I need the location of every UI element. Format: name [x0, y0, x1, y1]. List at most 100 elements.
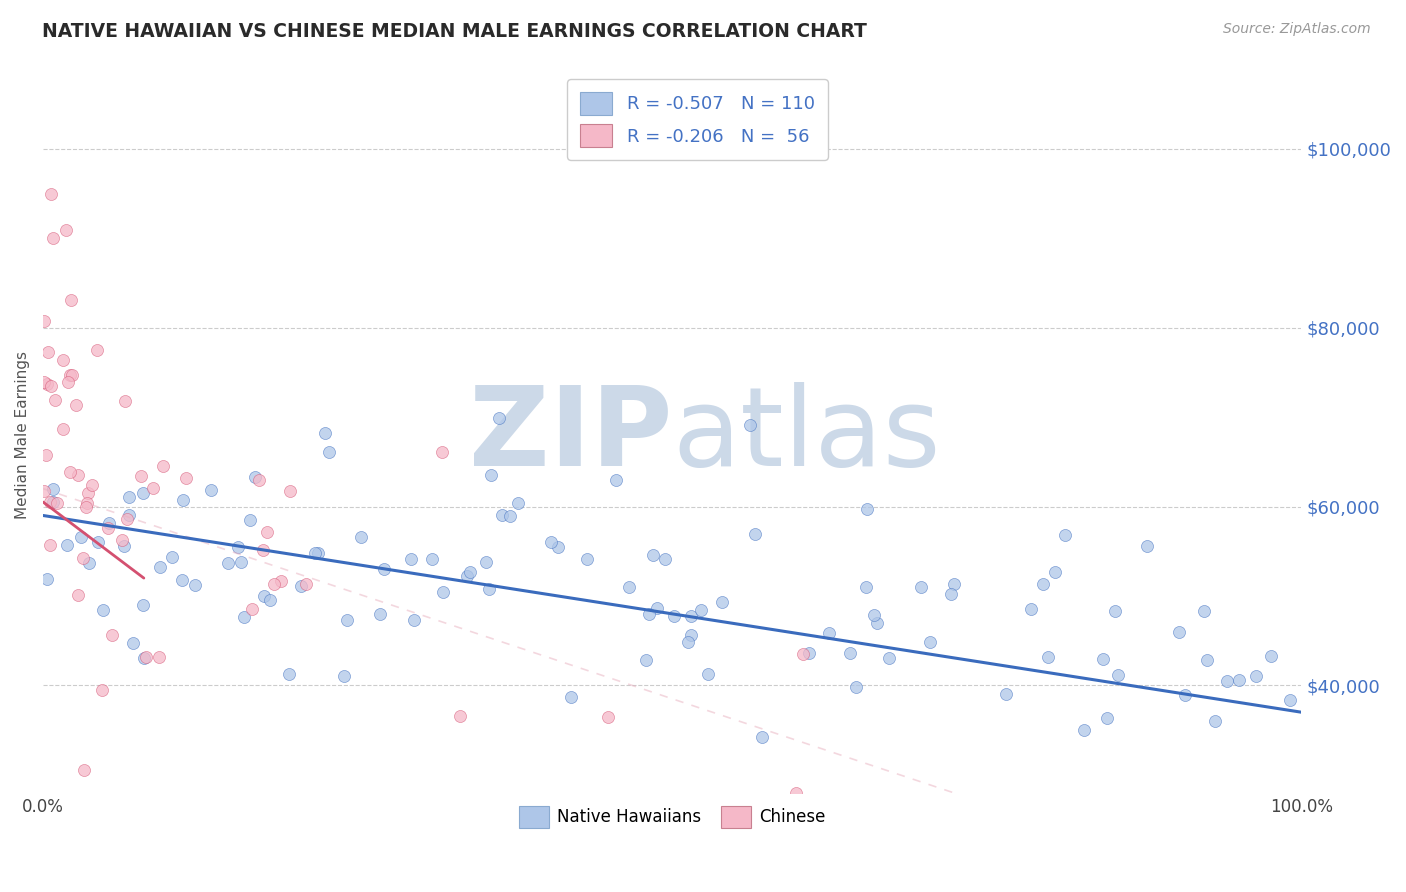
Point: [499, 509, 522, 524]
Point: [55, 538, 77, 552]
Point: [638, 607, 661, 621]
Point: [910, 580, 932, 594]
Point: [55, 222, 77, 236]
Point: [645, 601, 668, 615]
Point: [114, 394, 136, 409]
Point: [1054, 527, 1077, 541]
Point: [314, 425, 336, 440]
Point: [654, 552, 676, 566]
Point: [132, 486, 155, 500]
Point: [1168, 625, 1191, 640]
Text: ZIP: ZIP: [468, 382, 672, 489]
Point: [42, 482, 65, 496]
Point: [1244, 669, 1267, 683]
Point: [1174, 688, 1197, 702]
Y-axis label: Median Male Earnings: Median Male Earnings: [15, 351, 30, 519]
Point: [66, 468, 89, 483]
Point: [1229, 673, 1251, 688]
Point: [65, 398, 87, 412]
Point: [148, 649, 170, 664]
Point: [785, 786, 807, 800]
Point: [72, 551, 94, 566]
Point: [263, 577, 285, 591]
Point: [59, 465, 82, 479]
Point: [939, 587, 962, 601]
Point: [458, 565, 481, 579]
Point: [129, 469, 152, 483]
Point: [679, 609, 702, 624]
Point: [1021, 602, 1043, 616]
Point: [86, 535, 108, 549]
Point: [676, 634, 699, 648]
Point: [44, 392, 66, 407]
Point: [1045, 565, 1067, 579]
Point: [38, 495, 60, 509]
Point: [118, 508, 141, 523]
Text: NATIVE HAWAIIAN VS CHINESE MEDIAN MALE EARNINGS CORRELATION CHART: NATIVE HAWAIIAN VS CHINESE MEDIAN MALE E…: [42, 22, 868, 41]
Point: [160, 549, 183, 564]
Point: [256, 524, 278, 539]
Point: [696, 666, 718, 681]
Point: [52, 353, 75, 368]
Point: [839, 646, 862, 660]
Point: [217, 556, 239, 570]
Point: [91, 603, 114, 617]
Point: [605, 473, 627, 487]
Text: atlas: atlas: [672, 382, 941, 489]
Point: [478, 582, 501, 597]
Point: [942, 576, 965, 591]
Point: [1092, 652, 1115, 666]
Point: [37, 345, 59, 359]
Point: [432, 584, 454, 599]
Point: [134, 651, 156, 665]
Point: [1036, 650, 1059, 665]
Point: [304, 546, 326, 560]
Point: [596, 709, 619, 723]
Point: [35, 572, 58, 586]
Point: [111, 533, 134, 548]
Point: [1216, 673, 1239, 688]
Point: [270, 574, 292, 589]
Text: Source: ZipAtlas.com: Source: ZipAtlas.com: [1223, 22, 1371, 37]
Point: [101, 628, 124, 642]
Point: [132, 598, 155, 612]
Point: [479, 467, 502, 482]
Point: [76, 496, 98, 510]
Point: [42, 230, 65, 244]
Point: [488, 410, 510, 425]
Point: [540, 534, 562, 549]
Point: [97, 521, 120, 535]
Point: [290, 579, 312, 593]
Point: [744, 527, 766, 541]
Point: [252, 543, 274, 558]
Point: [863, 607, 886, 622]
Point: [60, 368, 83, 383]
Point: [112, 539, 135, 553]
Point: [994, 687, 1017, 701]
Point: [751, 730, 773, 744]
Point: [73, 763, 96, 777]
Point: [866, 615, 889, 630]
Point: [75, 500, 97, 514]
Point: [350, 530, 373, 544]
Point: [228, 541, 250, 555]
Point: [560, 690, 582, 704]
Point: [249, 473, 271, 487]
Point: [740, 417, 762, 432]
Point: [792, 647, 814, 661]
Point: [855, 502, 877, 516]
Point: [634, 653, 657, 667]
Point: [278, 484, 301, 499]
Point: [34, 448, 56, 462]
Point: [1097, 710, 1119, 724]
Point: [679, 628, 702, 642]
Point: [278, 667, 301, 681]
Point: [420, 552, 443, 566]
Point: [80, 478, 103, 492]
Point: [32, 484, 55, 499]
Point: [39, 538, 62, 552]
Point: [508, 495, 530, 509]
Point: [172, 492, 194, 507]
Point: [97, 516, 120, 530]
Point: [253, 589, 276, 603]
